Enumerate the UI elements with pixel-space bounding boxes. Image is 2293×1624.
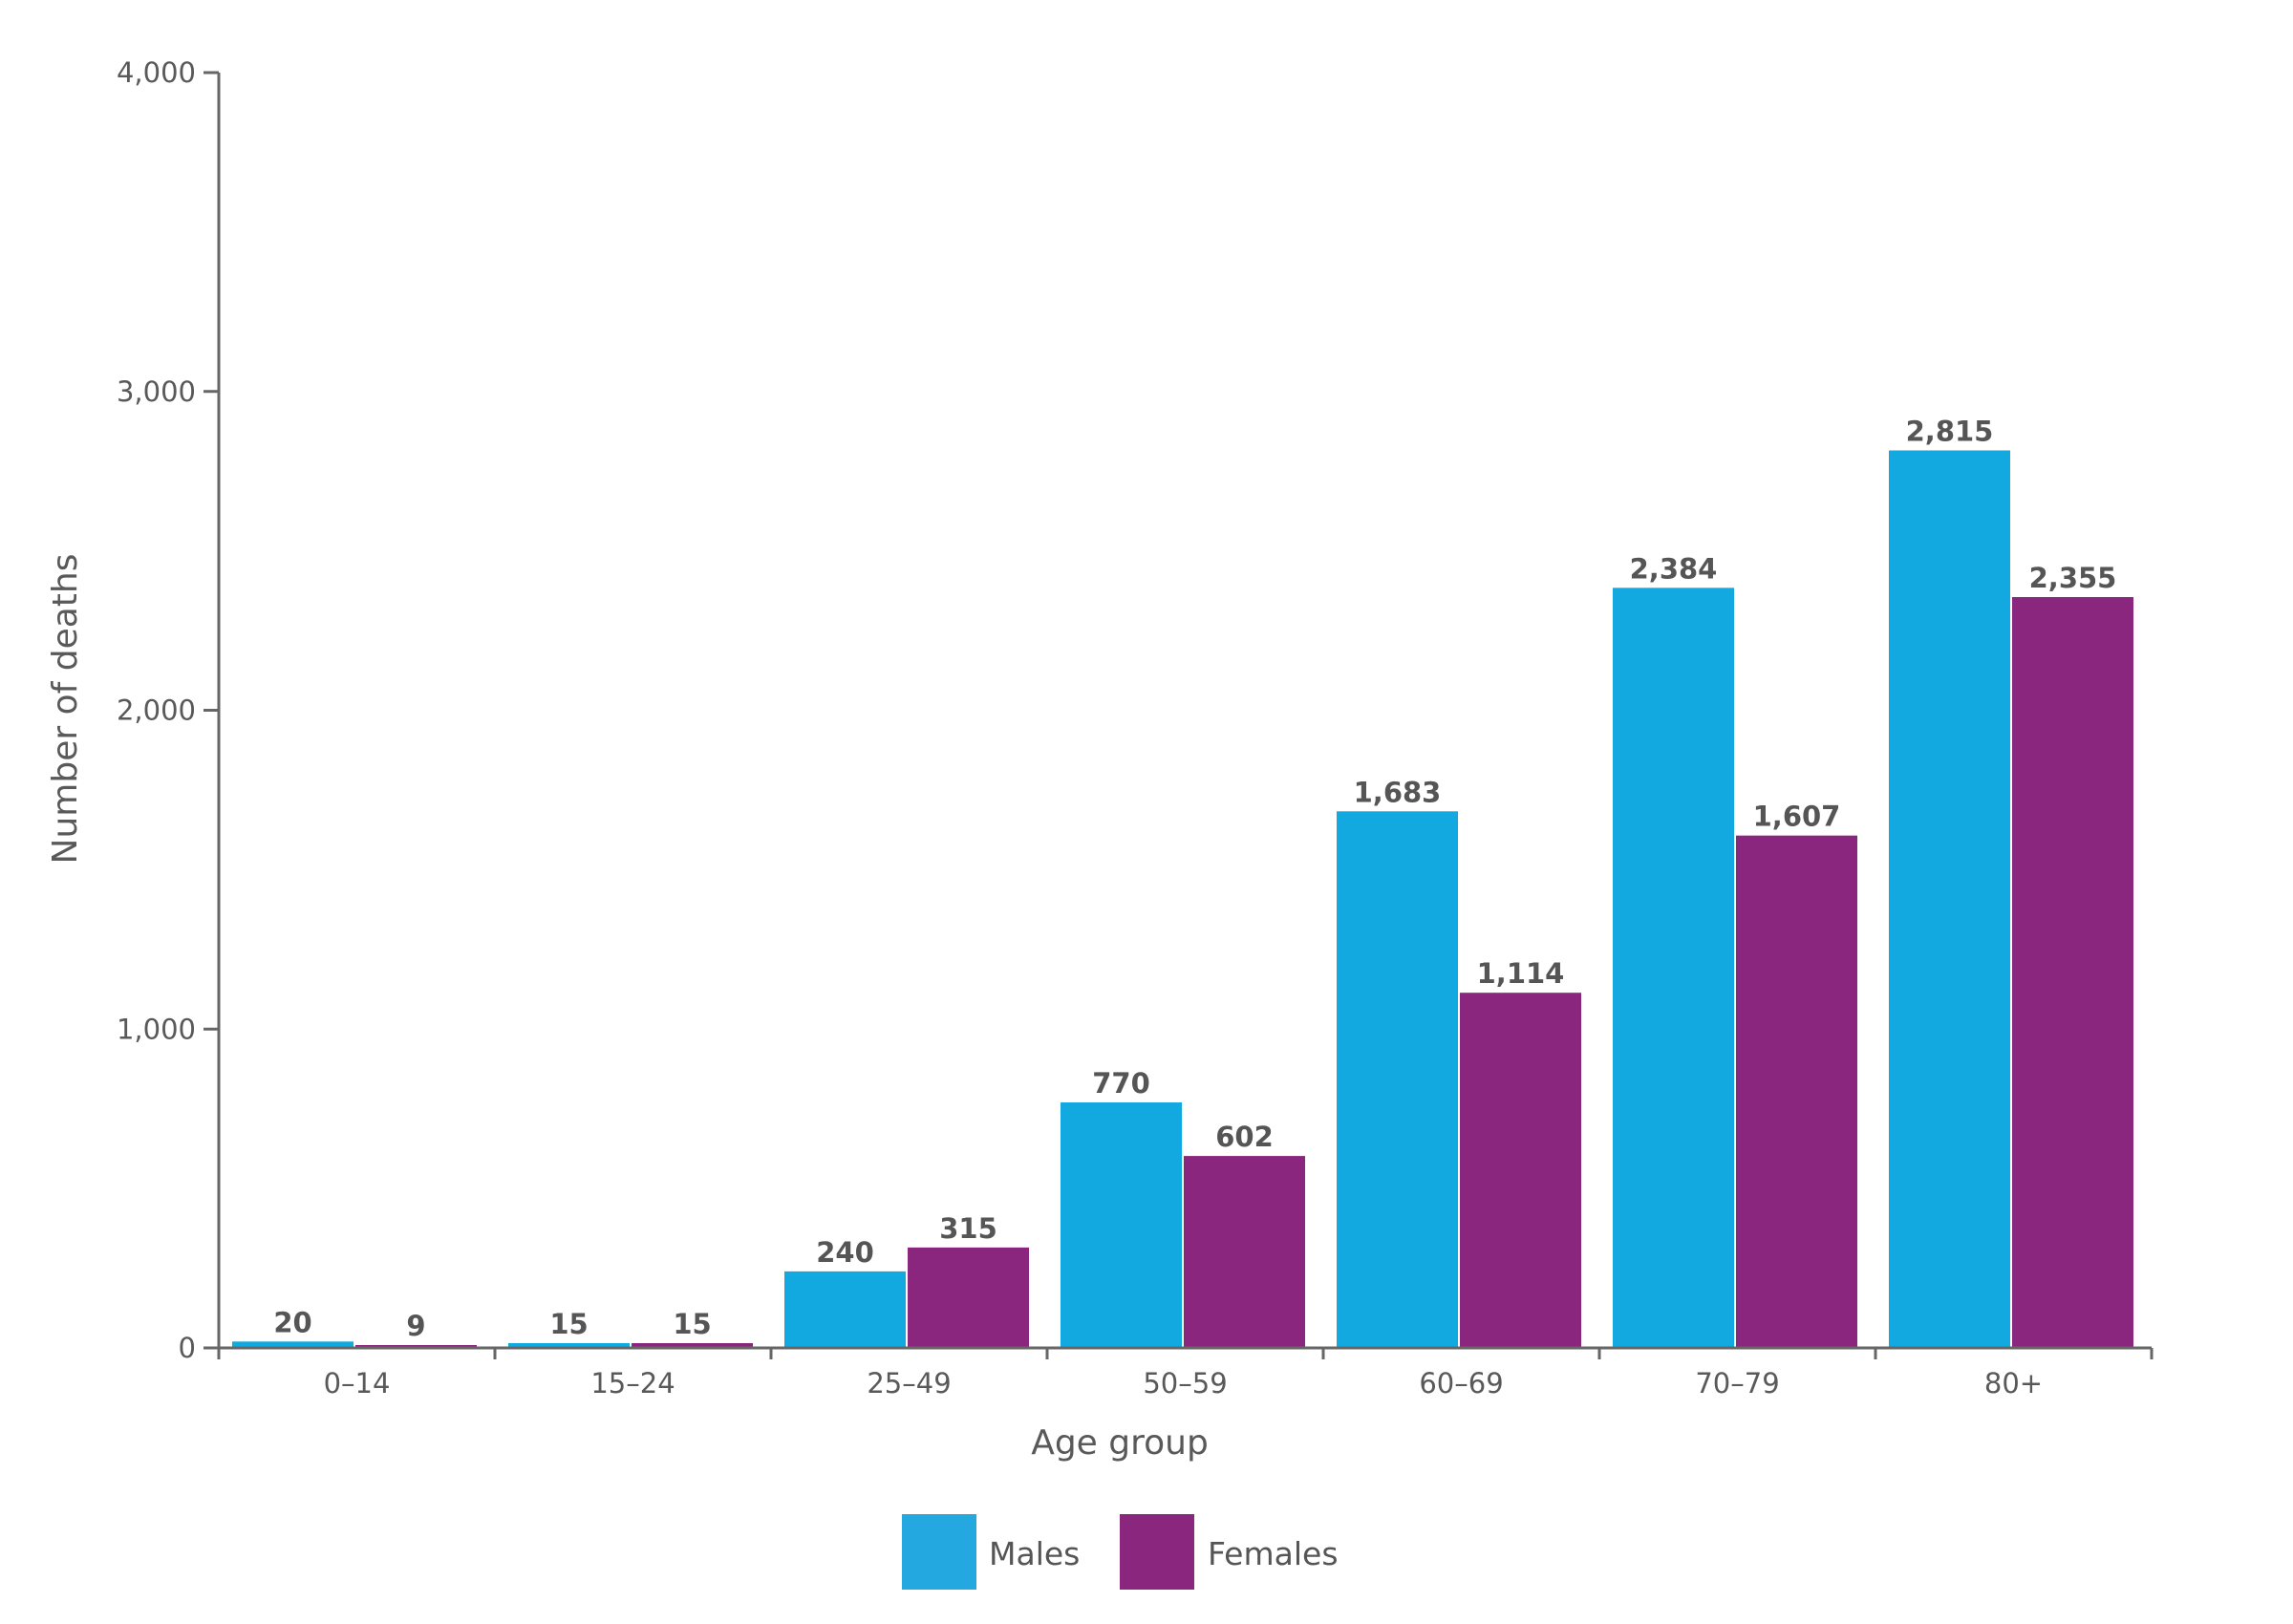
bar-females-5 bbox=[1736, 835, 1857, 1348]
x-tick-label: 70–79 bbox=[1695, 1367, 1779, 1400]
bar-males-3 bbox=[1061, 1102, 1182, 1348]
bar-males-4 bbox=[1337, 811, 1458, 1348]
data-label: 9 bbox=[406, 1310, 425, 1342]
y-axis-title: Number of deaths bbox=[46, 554, 85, 865]
bar-females-6 bbox=[2012, 597, 2133, 1348]
bar-females-2 bbox=[908, 1247, 1029, 1348]
data-label: 2,355 bbox=[2029, 562, 2117, 594]
bar-males-0 bbox=[232, 1341, 354, 1348]
data-label: 1,607 bbox=[1753, 801, 1841, 833]
legend: Males Females bbox=[902, 1514, 1339, 1590]
x-tick-label: 80+ bbox=[1984, 1367, 2043, 1400]
data-label: 20 bbox=[273, 1306, 311, 1338]
bar-females-3 bbox=[1184, 1156, 1305, 1348]
bar-females-0 bbox=[355, 1344, 477, 1348]
data-label: 2,815 bbox=[1906, 415, 1994, 447]
data-label: 1,683 bbox=[1354, 776, 1442, 808]
data-label: 1,114 bbox=[1477, 957, 1565, 990]
bar-males-6 bbox=[1889, 450, 2010, 1348]
legend-swatch-females bbox=[1120, 1514, 1194, 1590]
data-label: 15 bbox=[673, 1308, 711, 1340]
bar-males-2 bbox=[784, 1271, 906, 1348]
legend-label-males: Males bbox=[989, 1535, 1080, 1572]
data-label: 602 bbox=[1215, 1121, 1274, 1153]
data-label: 15 bbox=[549, 1308, 588, 1340]
y-tick-label: 3,000 bbox=[117, 375, 196, 408]
x-tick-label: 15–24 bbox=[590, 1367, 675, 1400]
bar-males-5 bbox=[1613, 588, 1734, 1348]
y-tick-label: 0 bbox=[179, 1332, 196, 1364]
bar-females-4 bbox=[1460, 993, 1581, 1348]
x-tick-label: 60–69 bbox=[1419, 1367, 1503, 1400]
data-label: 240 bbox=[816, 1236, 874, 1269]
y-tick-label: 4,000 bbox=[117, 56, 196, 89]
data-label: 315 bbox=[939, 1212, 997, 1245]
x-tick-label: 0–14 bbox=[324, 1367, 391, 1400]
y-tick-label: 1,000 bbox=[117, 1013, 196, 1045]
bar-females-1 bbox=[632, 1342, 753, 1348]
x-axis-title: Age group bbox=[1031, 1423, 1209, 1463]
y-tick-label: 2,000 bbox=[117, 694, 196, 727]
x-tick-label: 25–49 bbox=[867, 1367, 951, 1400]
legend-swatch-males bbox=[902, 1514, 976, 1590]
data-label: 770 bbox=[1092, 1067, 1150, 1100]
data-label: 2,384 bbox=[1630, 552, 1718, 585]
legend-label-females: Females bbox=[1208, 1535, 1339, 1572]
x-tick-label: 50–59 bbox=[1143, 1367, 1227, 1400]
bar-males-1 bbox=[508, 1342, 630, 1348]
